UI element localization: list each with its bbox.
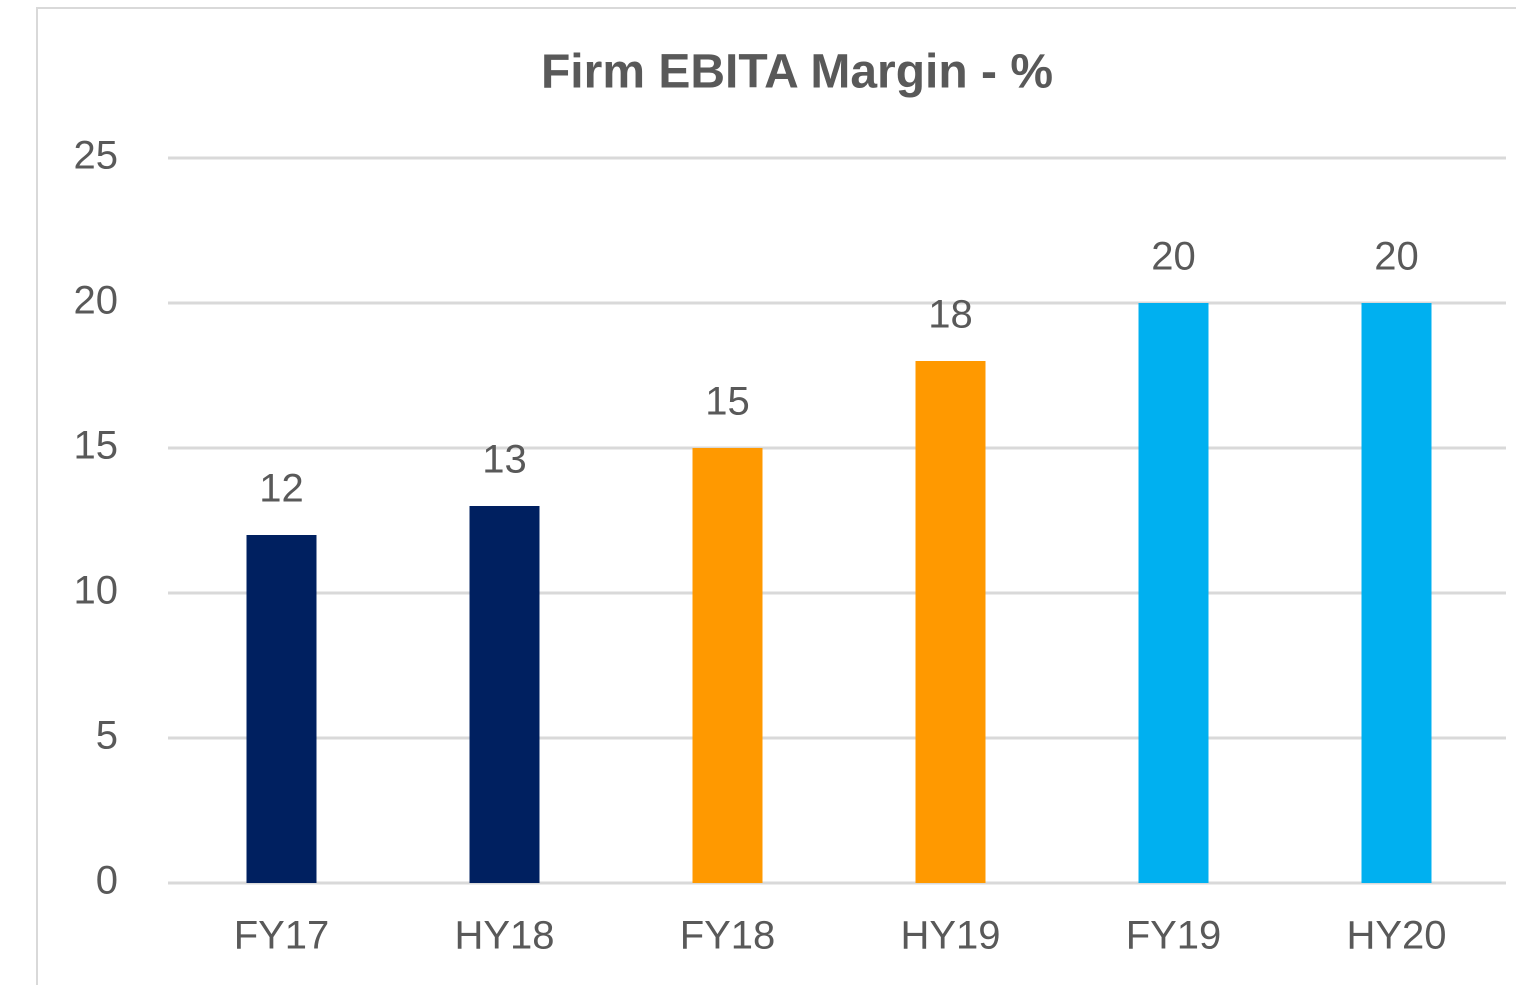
bar <box>246 535 317 883</box>
y-tick-label: 20 <box>74 279 119 323</box>
data-label: 12 <box>259 467 304 511</box>
x-tick-label: FY17 <box>234 914 330 958</box>
x-tick-label: HY19 <box>900 914 1000 958</box>
x-tick-label: HY20 <box>1346 914 1446 958</box>
y-tick-label: 25 <box>74 134 119 178</box>
data-label: 13 <box>482 438 527 482</box>
bar <box>692 448 763 883</box>
y-tick-label: 10 <box>74 569 119 613</box>
bar <box>915 361 986 883</box>
chart-title: Firm EBITA Margin - % <box>541 46 1053 99</box>
data-label: 20 <box>1151 235 1196 279</box>
data-label: 18 <box>928 293 973 337</box>
y-tick-label: 5 <box>96 714 118 758</box>
x-tick-label: FY18 <box>680 914 776 958</box>
bar <box>1361 303 1432 883</box>
x-tick-label: HY18 <box>454 914 554 958</box>
y-tick-label: 0 <box>96 859 118 903</box>
bar <box>1138 303 1209 883</box>
bar <box>469 506 540 883</box>
data-label: 20 <box>1374 235 1419 279</box>
x-tick-label: FY19 <box>1126 914 1222 958</box>
y-tick-label: 15 <box>74 424 119 468</box>
data-label: 15 <box>705 380 750 424</box>
